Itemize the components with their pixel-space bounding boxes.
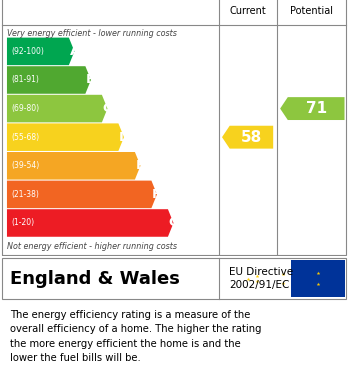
Text: (55-68): (55-68): [11, 133, 39, 142]
Polygon shape: [7, 38, 74, 65]
Polygon shape: [7, 95, 108, 122]
Text: 2002/91/EC: 2002/91/EC: [229, 280, 289, 290]
Polygon shape: [7, 66, 91, 94]
Text: (92-100): (92-100): [11, 47, 44, 56]
Text: (1-20): (1-20): [11, 219, 34, 228]
Text: (69-80): (69-80): [11, 104, 39, 113]
Polygon shape: [222, 126, 273, 149]
Text: Not energy efficient - higher running costs: Not energy efficient - higher running co…: [7, 242, 177, 251]
Text: F: F: [152, 188, 161, 201]
Text: The energy efficiency rating is a measure of the
overall efficiency of a home. T: The energy efficiency rating is a measur…: [10, 310, 262, 363]
Text: (39-54): (39-54): [11, 161, 39, 170]
Bar: [291, 260, 345, 298]
Text: (81-91): (81-91): [11, 75, 39, 84]
Text: Potential: Potential: [290, 6, 333, 16]
Text: (21-38): (21-38): [11, 190, 39, 199]
Text: E: E: [136, 159, 145, 172]
Polygon shape: [7, 152, 141, 179]
Polygon shape: [7, 181, 157, 208]
Text: England & Wales: England & Wales: [10, 269, 180, 287]
Polygon shape: [7, 209, 174, 237]
Text: C: C: [103, 102, 112, 115]
Text: G: G: [169, 217, 180, 230]
Text: A: A: [70, 45, 80, 58]
Polygon shape: [280, 97, 345, 120]
Text: 58: 58: [241, 130, 262, 145]
Text: EU Directive: EU Directive: [229, 267, 293, 277]
Text: B: B: [86, 74, 96, 86]
Text: Very energy efficient - lower running costs: Very energy efficient - lower running co…: [7, 29, 177, 38]
Text: D: D: [119, 131, 130, 143]
Text: 71: 71: [306, 101, 327, 116]
Text: Current: Current: [229, 6, 266, 16]
Polygon shape: [7, 124, 124, 151]
